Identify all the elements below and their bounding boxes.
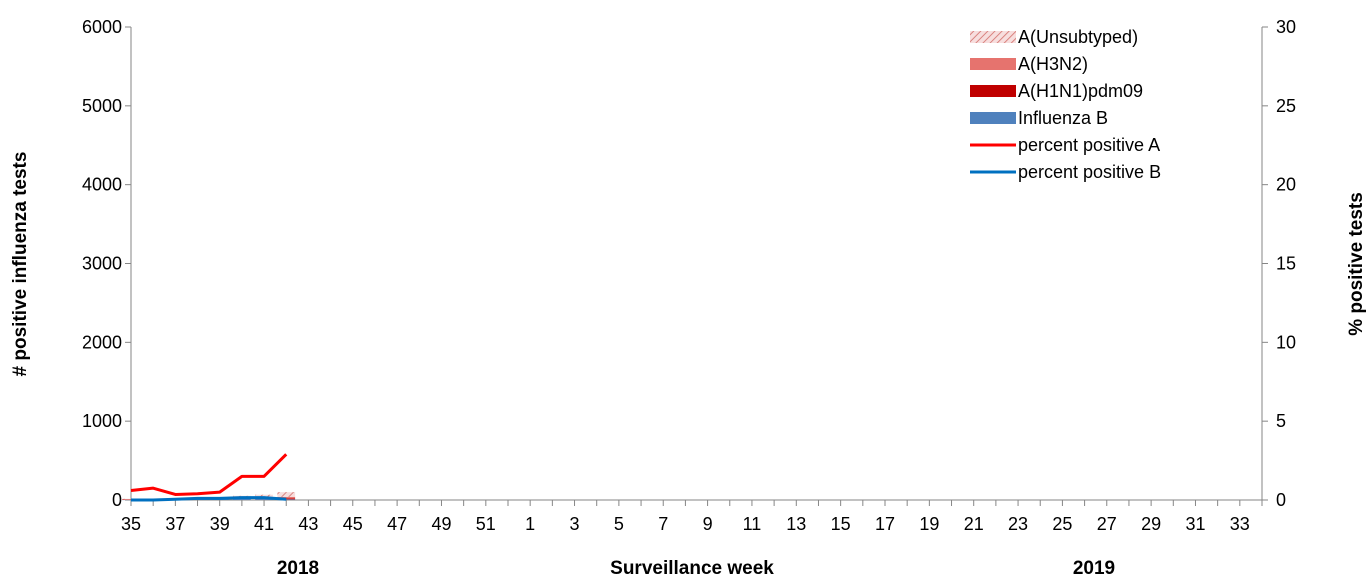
y-axis-title-right: % positive tests bbox=[1346, 192, 1367, 336]
bar-influenza-b bbox=[233, 498, 251, 500]
y-tick-label-right: 30 bbox=[1276, 17, 1296, 37]
legend-swatch-a-unsubtyped bbox=[970, 31, 1016, 43]
legend-label-percent-positive-b: percent positive B bbox=[1018, 162, 1161, 182]
legend: A(Unsubtyped) A(H3N2) A(H1N1)pdm09 Influenz… bbox=[970, 27, 1161, 182]
x-tick-label: 43 bbox=[298, 514, 318, 534]
y-tick-label-right: 25 bbox=[1276, 96, 1296, 116]
x-tick-label: 15 bbox=[831, 514, 851, 534]
x-tick-label: 41 bbox=[254, 514, 274, 534]
bar-a-unsubtyped bbox=[277, 492, 296, 497]
x-tick-label: 29 bbox=[1141, 514, 1161, 534]
bar-a-h3n2 bbox=[277, 496, 296, 499]
x-tick-label: 21 bbox=[964, 514, 984, 534]
y-axis-title-left: # positive influenza tests bbox=[10, 152, 31, 377]
y-tick-label-right: 5 bbox=[1276, 411, 1286, 431]
legend-label-influenza-b: Influenza B bbox=[1018, 108, 1108, 128]
x-tick-label: 25 bbox=[1052, 514, 1072, 534]
x-tick-label: 33 bbox=[1230, 514, 1250, 534]
x-tick-label: 51 bbox=[476, 514, 496, 534]
x-tick-label: 5 bbox=[614, 514, 624, 534]
x-tick-label: 7 bbox=[658, 514, 668, 534]
x-tick-label: 47 bbox=[387, 514, 407, 534]
y-tick-label-right: 20 bbox=[1276, 175, 1296, 195]
y-tick-label-left: 4000 bbox=[82, 175, 122, 195]
y-tick-label-left: 2000 bbox=[82, 332, 122, 352]
y-tick-label-left: 1000 bbox=[82, 411, 122, 431]
y-tick-label-left: 6000 bbox=[82, 17, 122, 37]
legend-label-a-h1n1-pdm09: A(H1N1)pdm09 bbox=[1018, 81, 1143, 101]
y-tick-label-left: 5000 bbox=[82, 96, 122, 116]
line-percent-positive-b bbox=[131, 496, 287, 502]
legend-swatch-a-h1n1-pdm09 bbox=[970, 85, 1016, 97]
legend-swatch-a-h3n2 bbox=[970, 58, 1016, 70]
bar-a-unsubtyped bbox=[255, 494, 273, 498]
x-tick-label: 9 bbox=[703, 514, 713, 534]
x-tick-label: 31 bbox=[1185, 514, 1205, 534]
legend-label-a-h3n2: A(H3N2) bbox=[1018, 54, 1088, 74]
x-tick-label: 1 bbox=[525, 514, 535, 534]
year-label-2018: 2018 bbox=[277, 558, 319, 579]
bar-influenza-b bbox=[255, 499, 273, 500]
y-tick-label-left: 3000 bbox=[82, 254, 122, 274]
y-tick-label-right: 15 bbox=[1276, 254, 1296, 274]
line-percent-positive-a bbox=[130, 453, 288, 496]
x-tick-label: 37 bbox=[165, 514, 185, 534]
legend-label-a-unsubtyped: A(Unsubtyped) bbox=[1018, 27, 1138, 47]
year-label-2019: 2019 bbox=[1073, 558, 1115, 579]
x-tick-label: 3 bbox=[570, 514, 580, 534]
lines bbox=[130, 453, 288, 502]
x-tick-label: 49 bbox=[431, 514, 451, 534]
x-tick-label: 17 bbox=[875, 514, 895, 534]
x-tick-label: 45 bbox=[343, 514, 363, 534]
x-tick-label: 11 bbox=[743, 514, 762, 534]
x-tick-label: 13 bbox=[786, 514, 806, 534]
x-tick-label: 39 bbox=[210, 514, 230, 534]
x-tick-label: 23 bbox=[1008, 514, 1028, 534]
x-tick-label: 19 bbox=[919, 514, 939, 534]
y-tick-label-left: 0 bbox=[112, 490, 122, 510]
axes bbox=[125, 26, 1268, 506]
x-axis-title: Surveillance week bbox=[610, 558, 774, 579]
y-tick-label-right: 0 bbox=[1276, 490, 1286, 510]
x-tick-label: 27 bbox=[1097, 514, 1117, 534]
legend-swatch-influenza-b bbox=[970, 112, 1016, 124]
y-tick-label-right: 10 bbox=[1276, 332, 1296, 352]
legend-label-percent-positive-a: percent positive A bbox=[1018, 135, 1160, 155]
x-tick-label: 35 bbox=[121, 514, 141, 534]
bar-influenza-b bbox=[277, 499, 296, 500]
